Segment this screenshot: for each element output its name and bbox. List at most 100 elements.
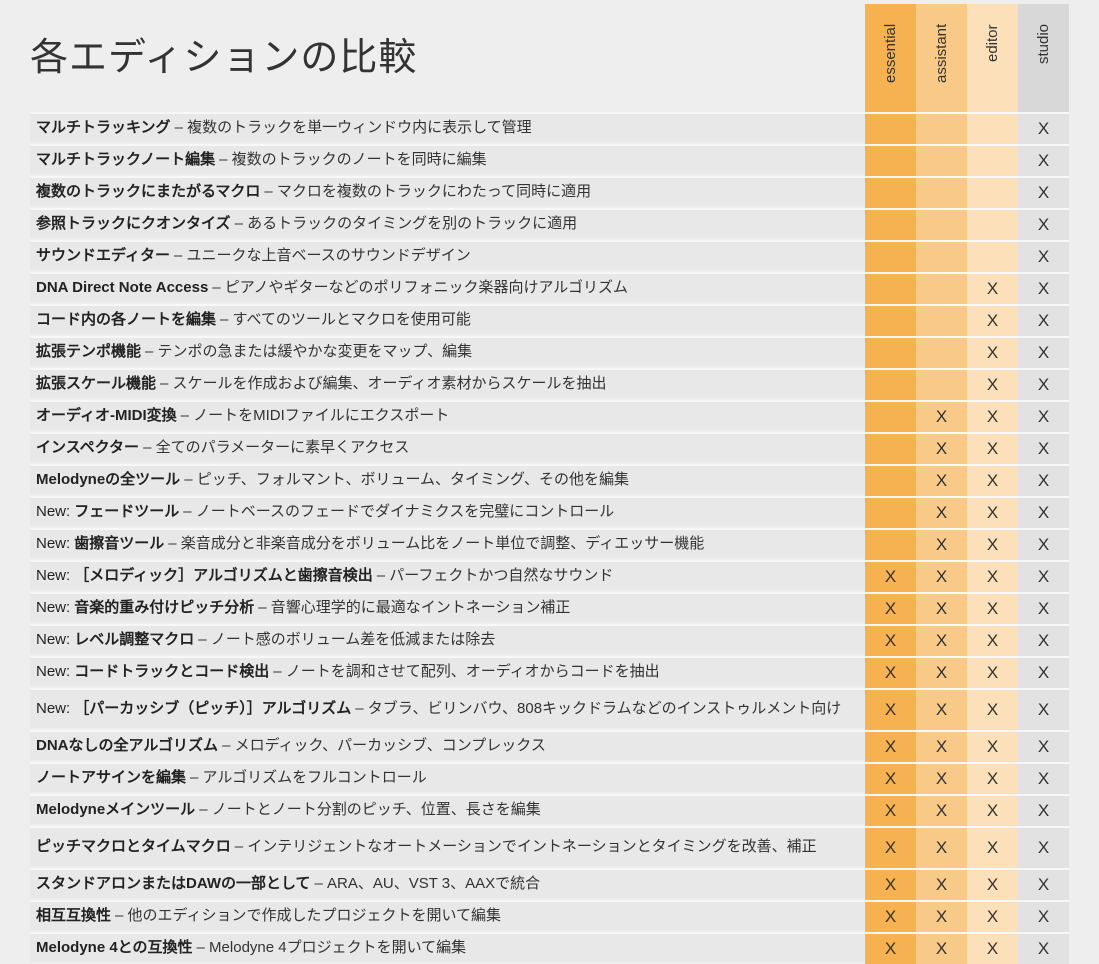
mark-cell-assistant: X xyxy=(916,592,967,624)
included-mark: X xyxy=(935,737,948,756)
mark-cell-studio: X xyxy=(1018,112,1069,144)
included-mark: X xyxy=(986,769,999,788)
mark-cell-essential xyxy=(865,368,916,400)
mark-cell-assistant xyxy=(916,240,967,272)
included-mark: X xyxy=(935,535,948,554)
feature-description: – ノート感のボリューム差を低減または除去 xyxy=(198,631,496,648)
included-mark: X xyxy=(986,343,999,362)
included-mark: X xyxy=(986,599,999,618)
feature-name: DNA Direct Note Access xyxy=(36,279,209,296)
feature-name: DNAなしの全アルゴリズム xyxy=(36,737,219,754)
feature-text: 拡張テンポ機能 – テンポの急または緩やかな変更をマップ、編集 xyxy=(36,343,472,361)
mark-cell-studio: X xyxy=(1018,176,1069,208)
feature-name: Melodyne 4との互換性 xyxy=(36,939,193,956)
included-mark: X xyxy=(986,375,999,394)
feature-description: – パーフェクトかつ自然なサウンド xyxy=(376,567,614,584)
feature-description: – Melodyne 4プロジェクトを開いて編集 xyxy=(196,939,467,956)
included-mark: X xyxy=(1037,215,1050,234)
feature-description: – ノートをMIDIファイルにエクスポート xyxy=(180,407,450,424)
mark-cell-assistant: X xyxy=(916,528,967,560)
included-mark: X xyxy=(1037,875,1050,894)
included-mark: X xyxy=(884,567,897,586)
included-mark: X xyxy=(986,311,999,330)
feature-name: スタンドアロンまたはDAWの一部として xyxy=(36,875,311,892)
column-header-label: editor xyxy=(984,24,1001,62)
mark-cell-editor: X xyxy=(967,304,1018,336)
mark-cell-assistant: X xyxy=(916,762,967,794)
included-mark: X xyxy=(986,875,999,894)
included-mark: X xyxy=(1037,471,1050,490)
feature-row-label: New: レベル調整マクロ – ノート感のボリューム差を低減または除去 xyxy=(30,624,865,654)
included-mark: X xyxy=(884,769,897,788)
mark-cell-studio: X xyxy=(1018,368,1069,400)
feature-text: ピッチマクロとタイムマクロ – インテリジェントなオートメーションでイントネーショ… xyxy=(36,838,817,856)
column-header-studio: studio xyxy=(1018,4,1069,112)
feature-text: New: 音楽的重み付けピッチ分析 – 音響心理学的に最適なイントネーション補正 xyxy=(36,599,570,617)
feature-row-label: 拡張スケール機能 – スケールを作成および編集、オーディオ素材からスケールを抽出 xyxy=(30,368,865,398)
mark-cell-studio: X xyxy=(1018,336,1069,368)
included-mark: X xyxy=(1037,503,1050,522)
included-mark: X xyxy=(986,838,999,857)
mark-cell-editor: X xyxy=(967,368,1018,400)
mark-cell-studio: X xyxy=(1018,826,1069,868)
included-mark: X xyxy=(1037,907,1050,926)
mark-cell-essential xyxy=(865,272,916,304)
feature-description: – ノートベースのフェードでダイナミクスを完璧にコントロール xyxy=(183,503,615,520)
mark-cell-essential: X xyxy=(865,656,916,688)
included-mark: X xyxy=(1037,838,1050,857)
feature-description: – ARA、AU、VST 3、AAXで統合 xyxy=(314,875,541,892)
included-mark: X xyxy=(986,279,999,298)
feature-row-label: DNAなしの全アルゴリズム – メロディック、パーカッシブ、コンプレックス xyxy=(30,730,865,760)
feature-name: ［パーカッシブ（ピッチ）］アルゴリズム xyxy=(74,700,352,717)
included-mark: X xyxy=(884,737,897,756)
mark-cell-studio: X xyxy=(1018,432,1069,464)
mark-cell-studio: X xyxy=(1018,208,1069,240)
included-mark: X xyxy=(1037,407,1050,426)
feature-description: – タブラ、ビリンバウ、808キックドラムなどのインストゥルメント向け xyxy=(355,700,842,717)
column-header-label: assistant xyxy=(933,24,950,84)
feature-name: コードトラックとコード検出 xyxy=(74,663,270,680)
feature-row-label: Melodyneメインツール – ノートとノート分割のピッチ、位置、長さを編集 xyxy=(30,794,865,824)
feature-text: New: ［メロディック］アルゴリズムと歯擦音検出 – パーフェクトかつ自然なサウン… xyxy=(36,567,613,585)
mark-cell-essential xyxy=(865,240,916,272)
included-mark: X xyxy=(935,663,948,682)
new-prefix: New: xyxy=(36,503,71,520)
feature-description: – 他のエディションで作成したプロジェクトを開いて編集 xyxy=(115,907,502,924)
feature-text: 複数のトラックにまたがるマクロ – マクロを複数のトラックにわたって同時に適用 xyxy=(36,183,591,201)
included-mark: X xyxy=(884,875,897,894)
mark-cell-studio: X xyxy=(1018,144,1069,176)
mark-cell-essential: X xyxy=(865,624,916,656)
feature-text: New: コードトラックとコード検出 – ノートを調和させて配列、オーディオからコー… xyxy=(36,663,660,681)
feature-row-label: サウンドエディター – ユニークな上音ベースのサウンドデザイン xyxy=(30,240,865,270)
feature-name: インスペクター xyxy=(36,439,140,456)
included-mark: X xyxy=(986,737,999,756)
mark-cell-assistant xyxy=(916,208,967,240)
mark-cell-assistant: X xyxy=(916,656,967,688)
feature-row-label: オーディオ-MIDI変換 – ノートをMIDIファイルにエクスポート xyxy=(30,400,865,430)
feature-row-label: DNA Direct Note Access – ピアノやギターなどのポリフォニッ… xyxy=(30,272,865,302)
included-mark: X xyxy=(986,801,999,820)
feature-description: – スケールを作成および編集、オーディオ素材からスケールを抽出 xyxy=(160,375,607,392)
included-mark: X xyxy=(986,700,999,719)
mark-cell-editor xyxy=(967,112,1018,144)
mark-cell-studio: X xyxy=(1018,496,1069,528)
mark-cell-essential xyxy=(865,336,916,368)
mark-cell-assistant xyxy=(916,112,967,144)
feature-name: 歯擦音ツール xyxy=(74,535,165,552)
included-mark: X xyxy=(1037,247,1050,266)
mark-cell-studio: X xyxy=(1018,932,1069,964)
included-mark: X xyxy=(1037,631,1050,650)
mark-cell-editor: X xyxy=(967,826,1018,868)
mark-cell-editor: X xyxy=(967,592,1018,624)
mark-cell-essential: X xyxy=(865,826,916,868)
included-mark: X xyxy=(884,663,897,682)
included-mark: X xyxy=(1037,700,1050,719)
feature-text: スタンドアロンまたはDAWの一部として – ARA、AU、VST 3、AAXで統合 xyxy=(36,875,540,893)
included-mark: X xyxy=(1037,939,1050,958)
mark-cell-essential: X xyxy=(865,762,916,794)
feature-name: マルチトラックノート編集 xyxy=(36,151,216,168)
included-mark: X xyxy=(935,939,948,958)
mark-cell-editor: X xyxy=(967,272,1018,304)
feature-text: New: ［パーカッシブ（ピッチ）］アルゴリズム – タブラ、ビリンバウ、808キッ… xyxy=(36,700,841,718)
feature-row-label: Melodyneの全ツール – ピッチ、フォルマント、ボリューム、タイミング、その… xyxy=(30,464,865,494)
